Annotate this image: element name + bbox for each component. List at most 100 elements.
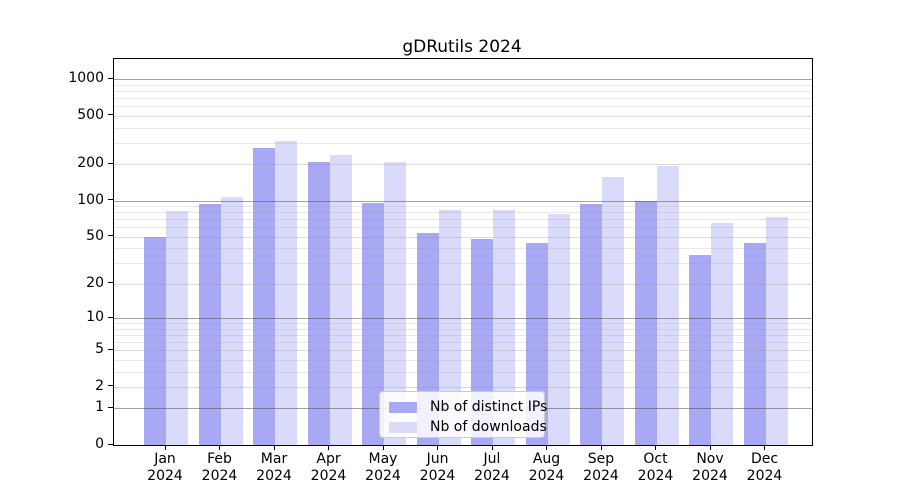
x-tick-year: 2024 [256,468,292,484]
gridline [114,206,812,208]
x-tick-month: Apr [316,451,341,467]
y-tick-mark [108,282,113,284]
grid-layer [114,59,812,445]
bar-downloads-apr [329,154,352,445]
x-tick-mark [546,445,547,450]
y-tick-label: 100 [77,191,104,208]
x-tick-year: 2024 [746,468,783,484]
x-tick-year: 2024 [310,468,347,484]
gridline [114,371,812,373]
gridline [114,84,812,86]
gridline [114,227,812,229]
bar-distinct-ips-apr [307,161,330,445]
legend-label-distinct-ips: Nb of distinct IPs [430,399,548,415]
x-tick-month: Jul [483,451,501,467]
gridline [114,219,812,221]
bar-downloads-feb [220,197,243,445]
bar-distinct-ips-oct [634,200,657,445]
gridline [114,386,812,388]
bar-distinct-ips-feb [198,204,221,445]
x-tick-label: Sep 2024 [571,451,631,485]
gridline [114,318,812,319]
bar-distinct-ips-jan [144,236,166,445]
gridline [114,200,812,202]
gridline [114,350,812,352]
y-tick-label: 20 [86,274,104,291]
bar-downloads-jan [166,210,188,445]
gridline [114,106,812,108]
y-tick-mark [108,235,113,237]
gridline [114,341,812,343]
legend-label-downloads: Nb of downloads [430,419,547,435]
x-tick-year: 2024 [583,468,619,484]
bar-distinct-ips-mar [253,148,275,445]
legend-item-downloads: Nb of downloads [389,418,547,436]
chart-title: gDRutils 2024 [402,37,522,57]
gridline [114,323,812,324]
gridline [114,79,812,80]
x-tick-year: 2024 [474,468,510,484]
x-tick-year: 2024 [637,468,674,484]
legend: Nb of distinct IPs Nb of downloads [379,391,547,438]
legend-swatch-downloads [389,421,417,433]
x-tick-year: 2024 [692,468,728,484]
x-tick-mark [382,445,384,450]
x-tick-year: 2024 [419,468,456,484]
gridline [114,334,812,336]
x-tick-month: May [368,451,398,467]
bar-distinct-ips-nov [689,255,711,445]
x-tick-month: Jun [426,451,449,467]
x-tick-label: Jan 2024 [135,451,195,485]
y-tick-mark [108,443,113,445]
gridline [114,164,812,166]
x-tick-mark [437,445,438,450]
x-tick-year: 2024 [365,468,401,484]
plot-area: Nb of distinct IPs Nb of downloads [113,58,813,446]
x-tick-month: Oct [643,451,668,467]
y-tick-label: 1000 [68,70,104,86]
x-tick-year: 2024 [201,468,238,484]
gridline [114,236,812,238]
y-tick-mark [108,77,113,79]
bar-downloads-may [384,161,406,445]
y-tick-label: 1 [95,399,104,416]
x-tick-mark [655,445,656,450]
gridline [114,263,812,265]
y-tick-label: 5 [95,341,104,358]
y-tick-mark [108,385,113,387]
y-tick-label: 200 [77,155,104,172]
x-tick-mark [600,445,602,450]
bar-distinct-ips-dec [743,243,766,445]
bar-distinct-ips-may [362,202,384,445]
y-tick-mark [108,199,113,200]
x-tick-mark [328,445,329,450]
y-tick-label: 500 [77,106,104,123]
y-tick-label: 50 [86,227,104,244]
legend-item-distinct-ips: Nb of distinct IPs [389,398,547,416]
y-tick-mark [108,348,113,350]
y-tick-mark [108,406,113,408]
bar-downloads-sep [602,176,624,445]
bar-downloads-mar [275,141,297,445]
gridline [114,248,812,250]
y-tick-label: 2 [95,377,104,394]
gridline [114,212,812,214]
bar-downloads-oct [656,165,679,445]
x-tick-year: 2024 [147,468,183,484]
y-tick-mark [108,316,113,318]
bar-downloads-nov [711,223,733,445]
x-tick-month: Feb [207,451,232,467]
x-tick-label: Apr 2024 [299,451,359,485]
gridline [114,328,812,330]
bar-downloads-jun [438,209,461,445]
gridline [114,142,812,144]
x-tick-label: Aug 2024 [517,451,577,485]
x-tick-mark [709,445,711,450]
x-tick-month: Jan [154,451,176,467]
bar-downloads-aug [547,213,570,445]
x-tick-label: Mar 2024 [244,451,304,485]
y-tick-mark [108,162,113,164]
x-tick-label: Jul 2024 [462,451,522,485]
gridline [114,90,812,92]
